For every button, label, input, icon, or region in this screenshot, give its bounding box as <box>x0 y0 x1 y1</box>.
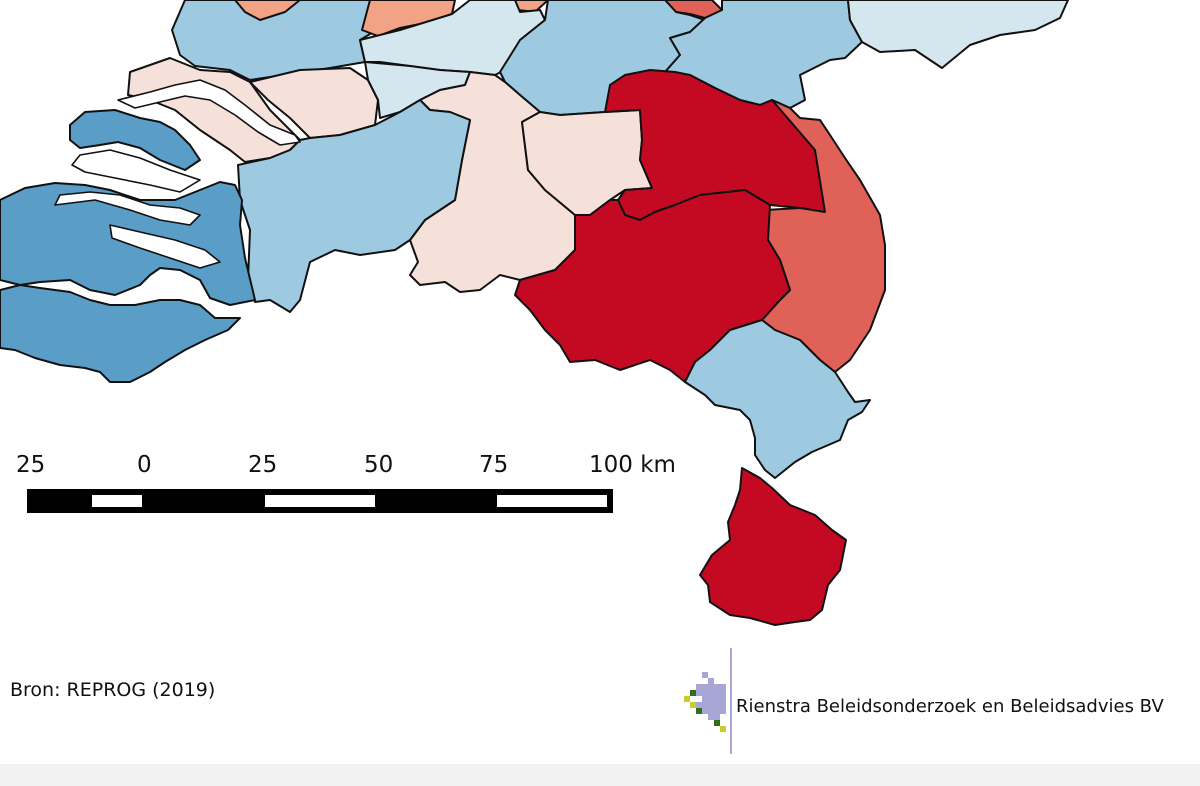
scale-bar-graphic <box>27 489 613 513</box>
footer-band <box>0 764 1200 786</box>
region-top-right-pale <box>847 0 1069 69</box>
region-dark-red-north <box>604 69 826 221</box>
region-dark-red-south <box>699 467 847 626</box>
region-zeeland-north <box>69 109 201 171</box>
source-text: Bron: REPROG (2019) <box>10 679 216 701</box>
rienstra-logo-icon <box>684 648 732 754</box>
region-south-blue <box>684 319 871 479</box>
water-channel-1 <box>54 191 201 226</box>
water-channel-3 <box>71 149 201 193</box>
water-channel-2 <box>109 224 221 269</box>
region-zeeland-south <box>0 284 241 383</box>
water-coast-strip <box>117 79 301 146</box>
scale-label-75: 75 <box>479 452 509 478</box>
scale-label-neg25: 25 <box>16 452 46 478</box>
scale-label-25: 25 <box>248 452 278 478</box>
region-middle-blue <box>237 99 471 313</box>
scale-label-100km: 100 km <box>589 452 676 478</box>
logo-text: Rienstra Beleidsonderzoek en Beleidsadvi… <box>736 696 1164 717</box>
region-top-salmon-small <box>234 0 301 21</box>
region-top-left <box>171 0 386 81</box>
scale-label-0: 0 <box>137 452 152 478</box>
scale-label-50: 50 <box>364 452 394 478</box>
